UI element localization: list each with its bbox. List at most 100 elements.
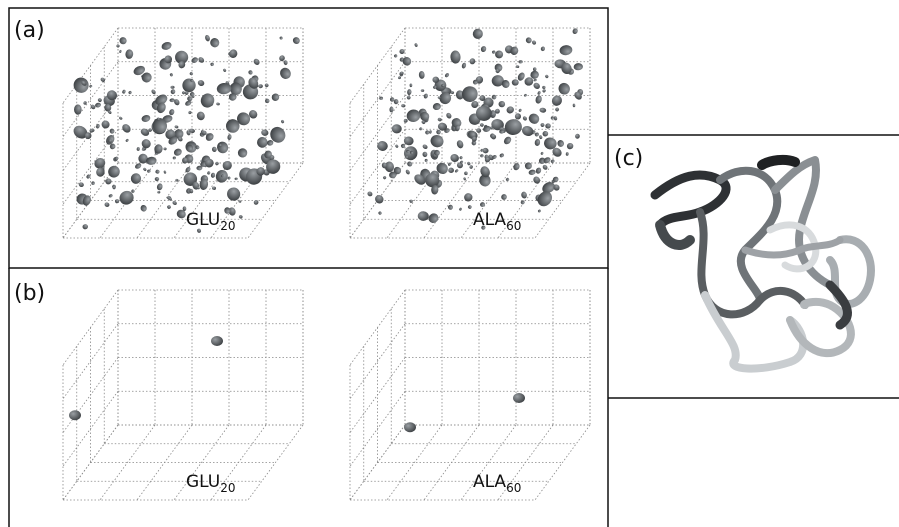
plot-3d: GLU20 — [63, 290, 303, 500]
blob — [163, 170, 166, 174]
blob — [216, 102, 220, 105]
blob — [522, 115, 528, 121]
blob — [94, 102, 101, 108]
blob — [480, 45, 487, 53]
blob — [121, 122, 133, 134]
blob — [228, 48, 239, 59]
blob — [469, 58, 476, 65]
blob — [419, 71, 425, 79]
blob — [445, 112, 452, 120]
blob — [141, 114, 151, 123]
blob — [155, 169, 160, 174]
blob — [210, 62, 215, 66]
plot-label: GLU20 — [186, 472, 236, 495]
blob — [537, 209, 541, 213]
blob — [539, 135, 543, 140]
blob — [134, 162, 142, 170]
blob — [174, 125, 178, 129]
panel-label: (c) — [614, 146, 643, 171]
blob — [410, 83, 413, 87]
blob — [469, 165, 473, 169]
blob — [125, 49, 133, 59]
blob — [479, 123, 484, 128]
blob — [227, 134, 232, 140]
blob — [449, 153, 460, 163]
blob — [532, 175, 542, 185]
blob — [404, 422, 416, 432]
blob — [256, 136, 269, 149]
blob — [480, 154, 484, 158]
blob — [72, 76, 89, 94]
blob — [531, 40, 537, 46]
blob — [278, 66, 293, 81]
blob — [78, 181, 85, 187]
blob — [196, 110, 206, 121]
blob — [447, 204, 454, 211]
blob — [238, 214, 243, 219]
blob — [540, 122, 545, 127]
blob — [505, 177, 509, 181]
plot-label-sub: 60 — [506, 481, 521, 495]
blob — [128, 90, 132, 94]
blob — [472, 28, 484, 40]
blob — [554, 107, 559, 112]
blob — [95, 123, 100, 129]
blob — [556, 139, 565, 148]
plot-label-sub: 20 — [220, 219, 235, 233]
blob — [535, 167, 542, 175]
blob — [118, 36, 128, 46]
blob — [376, 140, 388, 151]
blob — [199, 92, 216, 109]
blob — [406, 108, 422, 123]
blob — [91, 181, 95, 185]
blob — [398, 76, 401, 79]
blob — [234, 177, 237, 180]
blob — [533, 67, 537, 71]
blob — [437, 117, 442, 122]
blob — [211, 336, 223, 346]
blob — [104, 177, 112, 185]
blob — [211, 172, 216, 178]
blob — [197, 79, 205, 87]
blob — [467, 205, 472, 210]
blob — [542, 164, 549, 171]
blob — [513, 393, 525, 403]
blob — [173, 156, 177, 159]
blob — [498, 101, 505, 108]
blob — [523, 161, 533, 171]
plot-3d: ALA60 — [350, 290, 590, 500]
blob — [461, 62, 467, 69]
blob — [389, 107, 394, 113]
plot-3d: ALA60 — [350, 27, 590, 238]
blob — [139, 127, 150, 137]
blob — [545, 123, 551, 129]
blob — [544, 74, 549, 79]
blob — [248, 69, 254, 75]
blob — [181, 91, 185, 95]
blob — [444, 72, 450, 78]
blob — [432, 102, 442, 111]
blob — [167, 205, 172, 210]
blob — [155, 177, 159, 181]
blob — [204, 34, 210, 42]
blob — [566, 142, 574, 150]
blob — [100, 119, 111, 130]
blob — [523, 93, 527, 97]
blob — [572, 27, 579, 35]
blob — [391, 124, 402, 134]
blob — [261, 129, 269, 137]
blob — [459, 207, 463, 211]
blob — [136, 147, 140, 151]
blob — [540, 151, 544, 155]
plot-label-sub: 20 — [220, 481, 235, 495]
blob — [215, 161, 220, 166]
blob — [156, 183, 163, 191]
plot-label: ALA60 — [473, 210, 521, 233]
blob — [542, 86, 546, 89]
blob — [89, 85, 93, 88]
blob — [419, 127, 423, 131]
blob — [197, 56, 205, 64]
blob — [406, 160, 413, 167]
blob — [551, 116, 554, 119]
blob — [131, 173, 142, 184]
